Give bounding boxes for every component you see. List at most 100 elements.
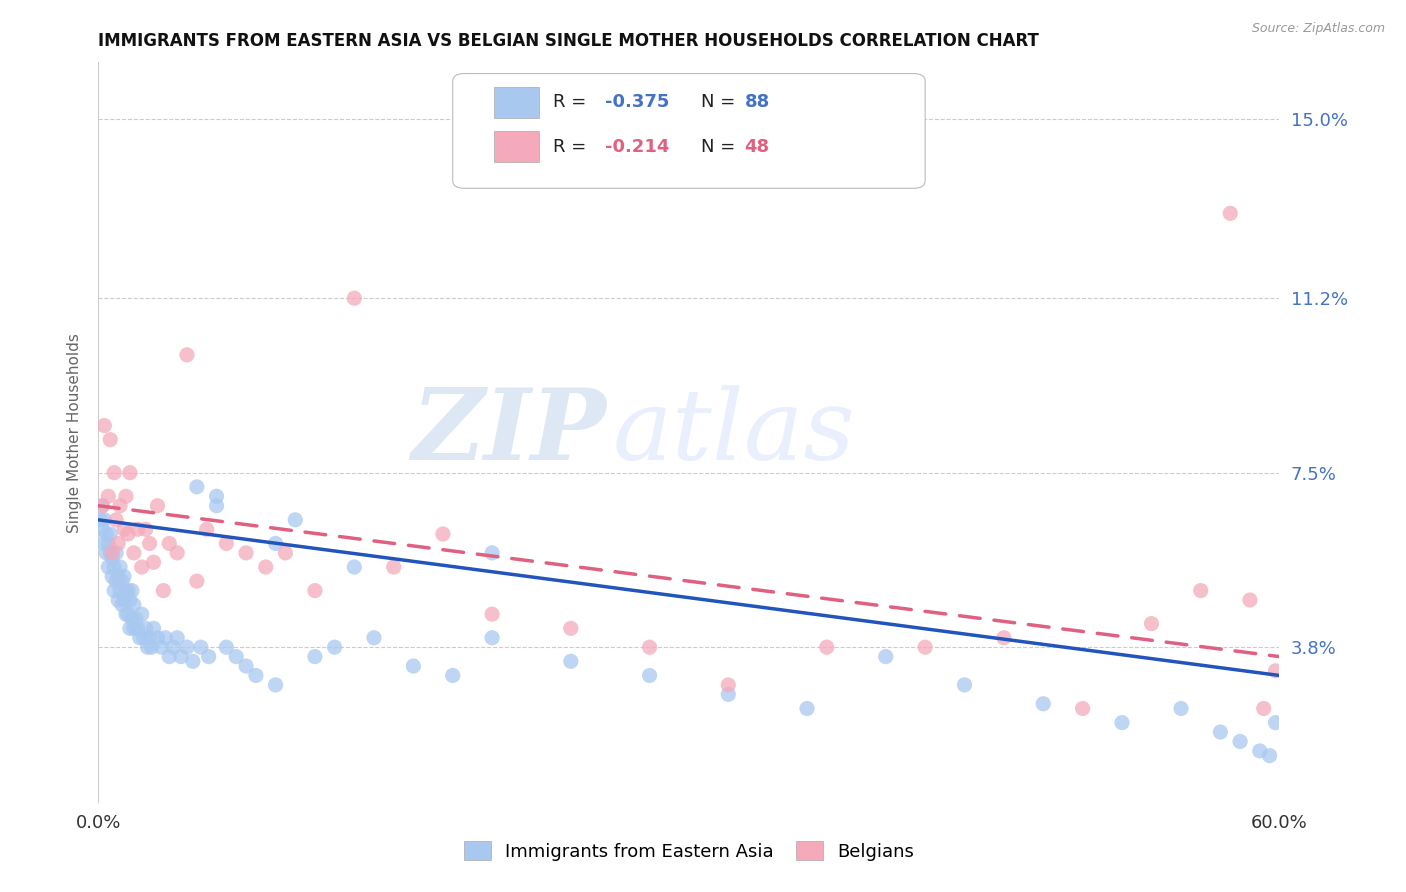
Point [304,649,326,664]
Point [481,607,503,622]
Point [343,291,366,305]
Point [1219,206,1241,220]
Point [96,546,118,560]
Point [1229,734,1251,748]
Text: R =: R = [553,138,592,156]
Point [97,536,120,550]
Point [89,513,111,527]
Text: ZIP: ZIP [412,384,606,481]
Text: R =: R = [553,94,592,112]
Y-axis label: Single Mother Households: Single Mother Households [67,333,83,533]
Point [138,631,160,645]
Point [107,536,129,550]
Point [135,621,157,635]
Point [152,583,174,598]
Point [235,659,257,673]
Point [1209,725,1232,739]
Point [105,546,128,560]
Point [127,621,149,635]
Point [432,527,454,541]
Point [122,621,145,635]
Point [157,536,180,550]
Point [128,631,150,645]
Point [107,593,129,607]
Point [132,631,155,645]
Point [205,499,228,513]
Legend: Immigrants from Eastern Asia, Belgians: Immigrants from Eastern Asia, Belgians [457,833,921,868]
Point [97,489,120,503]
Point [993,631,1015,645]
Point [111,598,134,612]
Point [1253,701,1275,715]
Point [195,522,218,536]
Point [112,522,135,536]
Point [235,546,257,560]
Point [1032,697,1054,711]
Point [101,546,124,560]
Point [101,569,124,583]
Point [481,546,503,560]
Point [481,631,503,645]
Point [98,546,121,560]
Point [115,489,138,503]
Point [284,513,307,527]
Point [141,640,163,655]
Point [1239,593,1261,607]
Point [254,560,277,574]
Point [103,560,125,574]
Point [1264,715,1286,730]
Text: Source: ZipAtlas.com: Source: ZipAtlas.com [1251,22,1385,36]
Text: N =: N = [700,138,741,156]
Point [170,649,193,664]
FancyBboxPatch shape [494,87,538,118]
Text: -0.214: -0.214 [605,138,669,156]
FancyBboxPatch shape [453,73,925,188]
Point [304,583,326,598]
Point [186,480,208,494]
Text: atlas: atlas [612,385,855,480]
Text: -0.375: -0.375 [605,94,669,112]
Point [103,466,125,480]
Point [96,527,118,541]
Point [105,574,128,589]
Point [108,560,131,574]
Point [142,555,165,569]
Point [1258,748,1281,763]
Point [135,522,157,536]
Point [717,678,740,692]
Point [205,489,228,503]
Point [93,418,115,433]
Point [363,631,385,645]
Point [560,621,582,635]
Point [1111,715,1133,730]
Point [131,560,153,574]
Point [107,569,129,583]
Point [117,607,139,622]
Text: 48: 48 [744,138,769,156]
Point [112,593,135,607]
FancyBboxPatch shape [494,131,538,162]
Point [98,433,121,447]
Point [176,640,198,655]
Point [157,649,180,664]
Point [98,527,121,541]
Point [176,348,198,362]
Point [105,513,128,527]
Point [155,631,177,645]
Point [181,654,204,668]
Point [264,678,287,692]
Text: IMMIGRANTS FROM EASTERN ASIA VS BELGIAN SINGLE MOTHER HOUSEHOLDS CORRELATION CHA: IMMIGRANTS FROM EASTERN ASIA VS BELGIAN … [98,32,1039,50]
Point [115,607,138,622]
Point [215,640,238,655]
Point [264,536,287,550]
Point [136,640,159,655]
Point [121,612,143,626]
Point [118,621,141,635]
Point [274,546,297,560]
Point [717,687,740,701]
Point [131,607,153,622]
Point [1264,664,1286,678]
Point [190,640,212,655]
Point [560,654,582,668]
Point [441,668,464,682]
